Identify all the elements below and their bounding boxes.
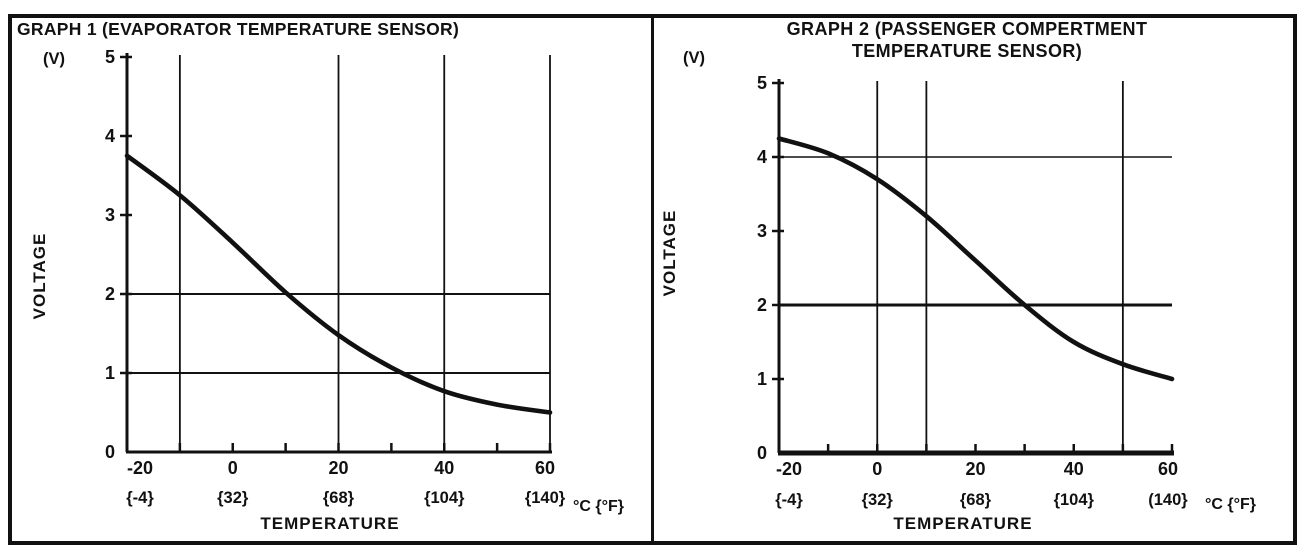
graph1-x-tick-label: 60 [535, 458, 555, 478]
graph1-title: GRAPH 1 (EVAPORATOR TEMPERATURE SENSOR) [17, 19, 460, 39]
graph1-x-tick-label: -20 [127, 458, 153, 478]
graph2-x-fahrenheit-label: (140} [1148, 491, 1188, 509]
graph1-x-fahrenheit-label: {32} [217, 489, 249, 507]
graph2-panel: -20 {-4} 0 {32} 20 {68} 40 {104} 60 (140} 0 1 2 3 4 5 [757, 73, 1188, 509]
graph1-x-tick-label: 20 [328, 458, 348, 478]
graph2-y-tick-label: 0 [757, 443, 767, 463]
graph2-x-fahrenheit-label: {104} [1054, 491, 1095, 509]
graph2-x-tick-label: 40 [1064, 459, 1084, 479]
graph2-voltage-unit-label: (V) [683, 49, 705, 67]
graph1-y-tick-label: 4 [105, 126, 115, 146]
graph2-curve [776, 136, 1175, 382]
graph1-voltage-unit-label: (V) [43, 50, 65, 68]
graph2-x-tick-label: -20 [776, 459, 802, 479]
graph1-x-tick-label: 40 [434, 458, 454, 478]
graph2-y-tick-label: 5 [757, 73, 767, 93]
graph2-x-fahrenheit-label: {-4} [775, 491, 803, 509]
panel-divider [651, 14, 654, 545]
graph1-curve [124, 153, 553, 415]
graph2-x-tick-label: 20 [965, 459, 985, 479]
graph2-title-line2: TEMPERATURE SENSOR) [851, 41, 1083, 61]
graph1-y-tick-label: 3 [105, 205, 115, 225]
graph1-panel: -20 {-4} 0 {32} 20 {68} 40 {104} 60 {140} 0 1 2 3 4 5 [105, 47, 566, 507]
graph1-x-fahrenheit-label: {104} [424, 489, 465, 507]
graph1-x-axis-title: TEMPERATURE [260, 514, 400, 533]
graph2-y-axis-title: VOLTAGE [660, 209, 679, 297]
graph2-x-tick-label: 0 [872, 459, 882, 479]
graph2-x-axis-title: TEMPERATURE [893, 514, 1033, 533]
graph1-x-unit-label: °C {°F} [573, 498, 625, 515]
graph1-y-axis-title: VOLTAGE [30, 232, 49, 320]
graph2-x-unit-label: °C {°F} [1205, 496, 1257, 513]
graph1-x-tick-label: 0 [228, 458, 238, 478]
graph1-x-fahrenheit-label: {68} [323, 489, 355, 507]
graph1-y-tick-label: 0 [105, 442, 115, 462]
graph1-y-tick-label: 2 [105, 284, 115, 304]
graph2-y-tick-label: 2 [757, 295, 767, 315]
graph1-x-fahrenheit-label: {140} [525, 489, 566, 507]
graph2-y-tick-label: 1 [757, 369, 767, 389]
graph2-y-tick-label: 4 [757, 147, 767, 167]
graph1-y-tick-label: 1 [105, 363, 115, 383]
graph1-x-fahrenheit-label: {-4} [126, 489, 154, 507]
graph2-y-tick-label: 3 [757, 221, 767, 241]
graph2-title-line1: GRAPH 2 (PASSENGER COMPERTMENT [786, 19, 1148, 39]
graph2-x-tick-label: 60 [1158, 459, 1178, 479]
graph1-y-tick-label: 5 [105, 47, 115, 67]
graph2-x-fahrenheit-label: {32} [862, 491, 894, 509]
graph2-x-fahrenheit-label: {68} [960, 491, 992, 509]
